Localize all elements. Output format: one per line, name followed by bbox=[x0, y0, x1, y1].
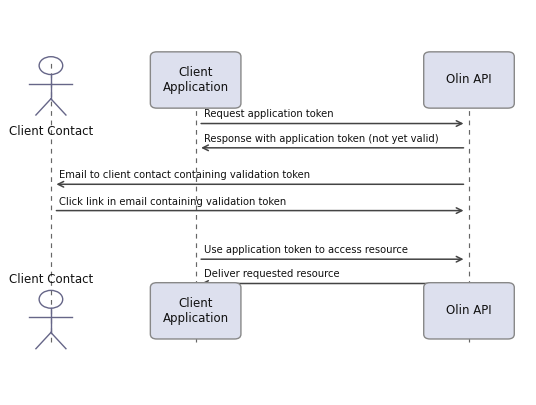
FancyBboxPatch shape bbox=[423, 52, 515, 108]
Text: Use application token to access resource: Use application token to access resource bbox=[204, 245, 408, 255]
Text: Client
Application: Client Application bbox=[162, 297, 229, 325]
FancyBboxPatch shape bbox=[150, 283, 241, 339]
Text: Olin API: Olin API bbox=[446, 304, 492, 318]
Text: Email to client contact containing validation token: Email to client contact containing valid… bbox=[59, 170, 310, 180]
Text: Olin API: Olin API bbox=[446, 73, 492, 87]
Text: Client
Application: Client Application bbox=[162, 66, 229, 94]
FancyBboxPatch shape bbox=[150, 52, 241, 108]
FancyBboxPatch shape bbox=[423, 283, 515, 339]
Text: Client Contact: Client Contact bbox=[9, 273, 93, 286]
Text: Request application token: Request application token bbox=[204, 109, 333, 119]
Text: Response with application token (not yet valid): Response with application token (not yet… bbox=[204, 134, 438, 144]
Text: Deliver requested resource: Deliver requested resource bbox=[204, 269, 339, 279]
Text: Click link in email containing validation token: Click link in email containing validatio… bbox=[59, 196, 286, 207]
Text: Client Contact: Client Contact bbox=[9, 125, 93, 138]
